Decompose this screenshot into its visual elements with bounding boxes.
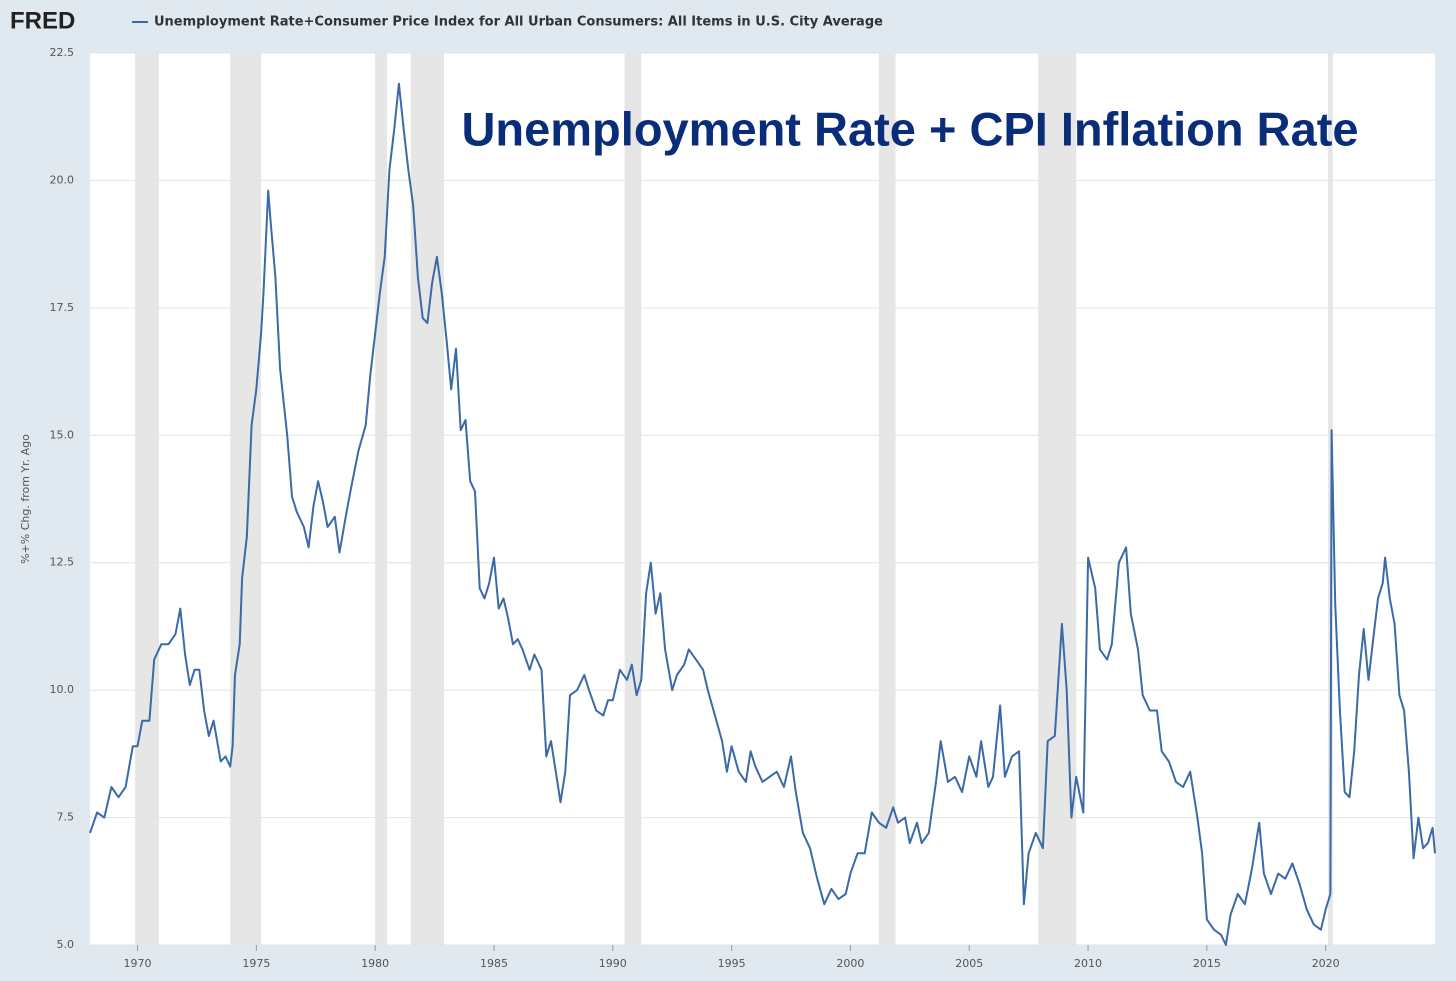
recession-band (624, 53, 642, 945)
x-tick-label: 2020 (1312, 957, 1340, 970)
series-line (89, 82, 1436, 946)
y-tick-label: 7.5 (57, 811, 75, 824)
x-tick-label: 2010 (1074, 957, 1102, 970)
x-tick-label: 1980 (361, 957, 389, 970)
y-tick-label: 5.0 (57, 938, 75, 951)
x-tick-label: 1990 (599, 957, 627, 970)
y-axis-title: %+% Chg. from Yr. Ago (19, 434, 32, 564)
x-tick-label: 1970 (124, 957, 152, 970)
x-tick-label: 2005 (955, 957, 983, 970)
y-tick-label: 22.5 (50, 46, 75, 59)
recession-band (375, 53, 388, 945)
y-tick-label: 10.0 (50, 683, 75, 696)
recession-band (410, 53, 445, 945)
x-tick-label: 2015 (1193, 957, 1221, 970)
y-tick-label: 20.0 (50, 173, 75, 186)
recession-band (230, 53, 262, 945)
recession-band (878, 53, 896, 945)
y-tick-label: 15.0 (50, 428, 75, 441)
x-tick-label: 1995 (718, 957, 746, 970)
recession-band (135, 53, 159, 945)
x-tick-label: 1975 (242, 957, 270, 970)
x-tick-label: 2000 (836, 957, 864, 970)
legend-label: Unemployment Rate+Consumer Price Index f… (154, 15, 883, 30)
y-tick-label: 12.5 (50, 556, 75, 569)
x-tick-label: 1985 (480, 957, 508, 970)
annotation: Unemployment Rate + CPI Inflation Rate (461, 102, 1358, 155)
logo: FRED (10, 7, 75, 34)
y-tick-label: 17.5 (50, 301, 75, 314)
